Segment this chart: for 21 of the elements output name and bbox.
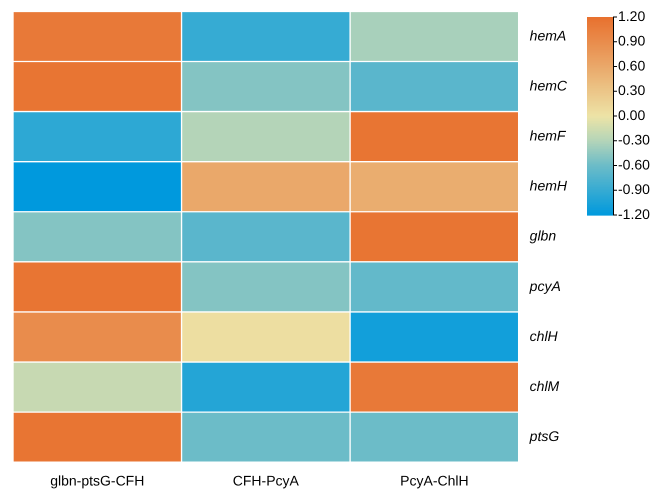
color-bar-label: -0.90 — [618, 181, 650, 198]
x-tick-label: CFH-PcyA — [232, 472, 300, 488]
y-tick-label: chlM — [530, 378, 560, 394]
y-tick-label: hemH — [530, 178, 568, 194]
color-bar-label: 0.30 — [618, 82, 646, 98]
color-bar-label: 0.00 — [618, 106, 646, 123]
color-bar-label: -0.30 — [618, 132, 650, 148]
y-tick-label: ptsG — [528, 428, 560, 444]
color-bar-label: 0.90 — [618, 32, 646, 49]
y-tick-label: glbn — [530, 228, 556, 244]
y-tick-label: chlH — [530, 328, 559, 344]
color-bar-label: -1.20 — [618, 206, 650, 222]
x-tick-label: glbn-ptsG-CFH — [50, 472, 144, 488]
color-bar-label: -0.60 — [618, 156, 650, 172]
color-bar-label: 1.20 — [618, 8, 646, 24]
color-bar-label: 0.60 — [618, 57, 646, 74]
y-tick-label: hemF — [530, 128, 567, 144]
y-tick-label: hemA — [530, 27, 566, 44]
y-tick-label: hemC — [530, 77, 568, 94]
y-tick-label: pcyA — [528, 278, 561, 294]
x-tick-label: PcyA-ChlH — [400, 472, 469, 488]
